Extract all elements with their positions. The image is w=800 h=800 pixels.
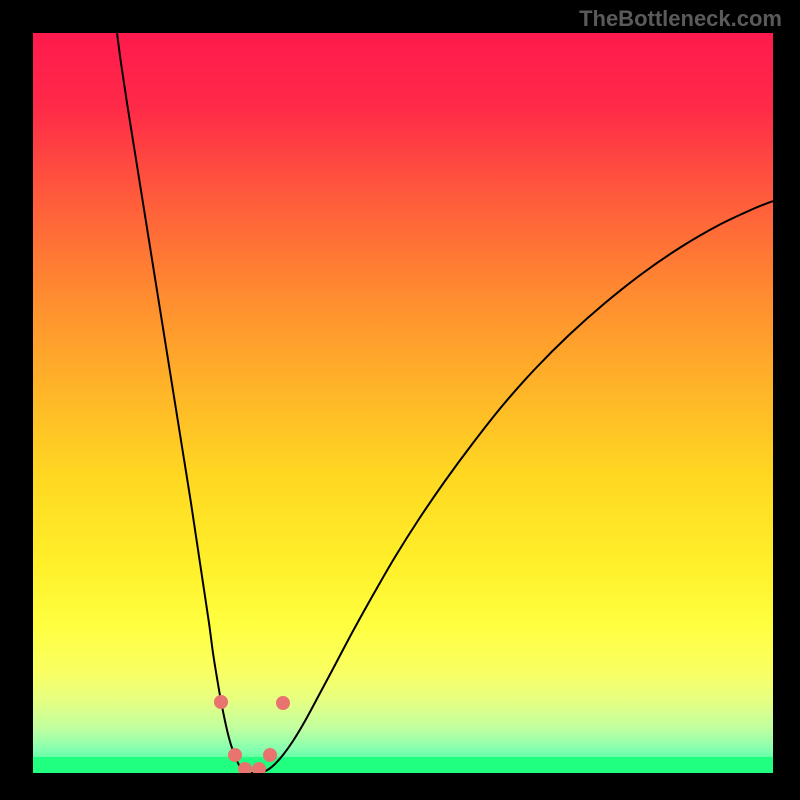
marker-point [228,748,242,762]
optimal-band [33,757,773,773]
chart-container: TheBottleneck.com [0,0,800,800]
marker-point [214,695,228,709]
bottleneck-chart-svg [33,33,773,773]
gradient-background [33,33,773,773]
watermark-text: TheBottleneck.com [579,6,782,32]
marker-point [263,748,277,762]
plot-area [33,33,773,773]
marker-point [276,696,290,710]
